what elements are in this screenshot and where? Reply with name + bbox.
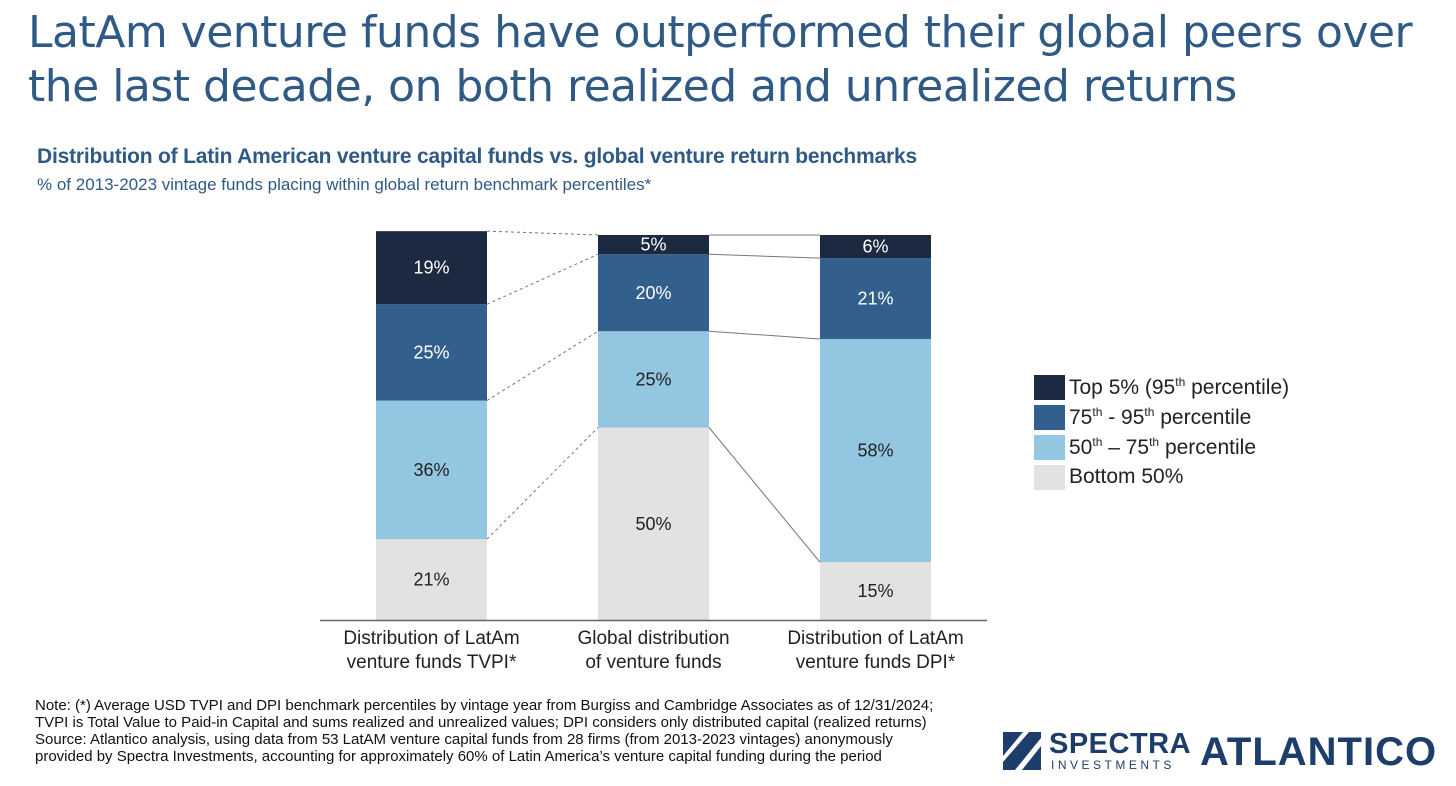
- data-label: 21%: [413, 570, 449, 590]
- bar-segment: [376, 539, 487, 620]
- bar-segment: [376, 231, 487, 305]
- legend-swatch: [1034, 404, 1065, 430]
- spectra-mark-icon: [1003, 732, 1041, 770]
- data-label: 6%: [862, 237, 888, 257]
- data-label: 15%: [857, 581, 893, 601]
- data-label: 20%: [635, 283, 671, 303]
- connector-line: [486, 427, 599, 540]
- legend-item: 75th - 95th percentile: [1034, 402, 1289, 432]
- legend-item: 50th – 75th percentile: [1034, 432, 1289, 462]
- footnote-line: provided by Spectra Investments, account…: [35, 748, 882, 765]
- footnote-line: Source: Atlantico analysis, using data f…: [35, 731, 893, 748]
- footnote-line: Note: (*) Average USD TVPI and DPI bench…: [35, 697, 934, 714]
- bar-segment: [598, 331, 709, 428]
- bar-segment: [820, 562, 931, 620]
- data-label: 21%: [857, 289, 893, 309]
- bar-segment: [598, 427, 709, 620]
- legend-swatch: [1034, 374, 1065, 400]
- x-tick-label: Distribution of LatAm venture funds TVPI*: [343, 628, 520, 673]
- legend-swatch: [1034, 434, 1065, 460]
- bar-segment: [376, 400, 487, 540]
- legend-label: 50th – 75th percentile: [1069, 434, 1256, 459]
- spectra-logo-name: SPECTRA: [1049, 728, 1192, 760]
- connector-line: [486, 230, 599, 236]
- bar-segment: [598, 254, 709, 332]
- data-label: 25%: [635, 369, 671, 389]
- data-label: 50%: [635, 514, 671, 534]
- connector-line: [708, 427, 821, 563]
- bar-segment: [376, 304, 487, 401]
- bar-segment: [820, 258, 931, 339]
- chart-subtitle: % of 2013-2023 vintage funds placing wit…: [37, 175, 652, 194]
- connector-line: [486, 330, 599, 401]
- legend-label: Top 5% (95th percentile): [1069, 374, 1290, 399]
- legend-swatch: [1034, 464, 1065, 490]
- legend: Top 5% (95th percentile) 75th - 95th perc…: [1034, 372, 1289, 492]
- legend-item: Top 5% (95th percentile): [1034, 372, 1289, 402]
- bar-segment: [820, 338, 931, 563]
- headline: LatAm venture funds have outperformed th…: [28, 7, 1413, 112]
- bar-segment: [598, 235, 709, 255]
- connector-line: [708, 253, 821, 259]
- x-tick-label: Distribution of LatAm venture funds DPI*: [787, 628, 964, 673]
- atlantico-logo: ATLANTICO: [1200, 730, 1438, 774]
- connector-line: [708, 330, 821, 340]
- chart-title: Distribution of Latin American venture c…: [37, 145, 917, 168]
- legend-label: Bottom 50%: [1069, 465, 1184, 488]
- spectra-logo-subtitle: INVESTMENTS: [1051, 758, 1175, 772]
- legend-item: Bottom 50%: [1034, 462, 1289, 492]
- data-label: 19%: [413, 258, 449, 278]
- bar-segment: [820, 235, 931, 259]
- connector-line: [486, 253, 599, 305]
- x-tick-label: Global distribution of venture funds: [577, 628, 730, 673]
- data-label: 36%: [413, 460, 449, 480]
- data-label: 58%: [857, 441, 893, 461]
- legend-label: 75th - 95th percentile: [1069, 404, 1252, 429]
- footnote: Note: (*) Average USD TVPI and DPI bench…: [35, 697, 995, 765]
- footnote-line: TVPI is Total Value to Paid-in Capital a…: [35, 714, 927, 731]
- data-label: 25%: [413, 342, 449, 362]
- data-label: 5%: [640, 235, 666, 255]
